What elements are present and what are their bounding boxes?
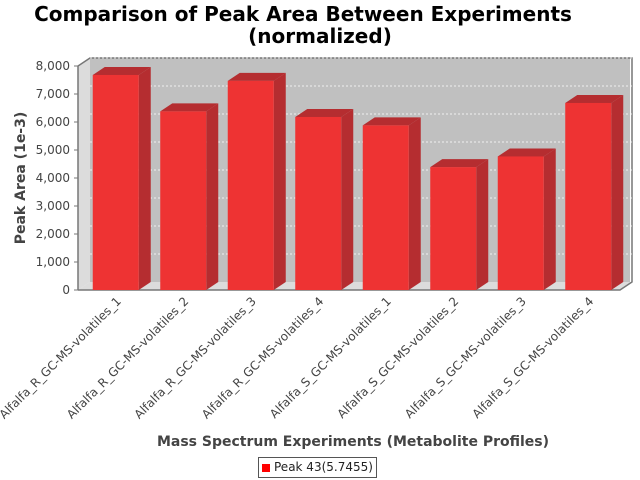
bar-top [497, 148, 556, 157]
bar [565, 102, 612, 291]
x-tick-label: Alfalfa_R_GC-MS-volatiles_4 [199, 294, 326, 421]
x-tick-label: Alfalfa_R_GC-MS-volatiles_2 [64, 294, 191, 421]
bar [92, 74, 139, 291]
y-tick-label: 5,000 [36, 143, 70, 157]
bar-side [476, 159, 489, 290]
y-tick-label: 3,000 [36, 199, 70, 213]
bar [497, 156, 544, 290]
left-wall [78, 58, 90, 290]
x-tick-label: Alfalfa_S_GC-MS-volatiles_3 [402, 294, 529, 421]
x-tick-label: Alfalfa_S_GC-MS-volatiles_2 [335, 294, 462, 421]
bar-side [611, 94, 624, 291]
y-tick-label: 6,000 [36, 115, 70, 129]
bar-side [408, 117, 421, 290]
bar-top [227, 72, 286, 81]
bar [295, 116, 342, 291]
bar-top [430, 159, 489, 168]
y-axis-label: Peak Area (1e-3) [13, 112, 29, 245]
x-tick-label: Alfalfa_S_GC-MS-volatiles_1 [267, 294, 394, 421]
bar-top [92, 66, 151, 75]
legend-label: Peak 43(5.7455) [274, 460, 373, 474]
y-tick-label: 2,000 [36, 227, 70, 241]
x-axis-label: Mass Spectrum Experiments (Metabolite Pr… [157, 434, 549, 450]
bar-top [565, 94, 624, 103]
y-tick-label: 0 [62, 283, 70, 297]
x-tick-label: Alfalfa_R_GC-MS-volatiles_3 [131, 294, 258, 421]
floor [78, 282, 632, 290]
bar [430, 167, 477, 290]
chart-subtitle: (normalized) [248, 24, 392, 48]
bar-top [295, 108, 354, 117]
bar-side [341, 108, 354, 291]
x-tick-label: Alfalfa_S_GC-MS-volatiles_4 [470, 294, 597, 421]
legend: Peak 43(5.7455) [258, 457, 377, 478]
y-tick-label: 8,000 [36, 59, 70, 73]
bar [227, 80, 274, 290]
x-tick-label: Alfalfa_R_GC-MS-volatiles_1 [0, 294, 124, 421]
chart-title: Comparison of Peak Area Between Experime… [34, 2, 572, 26]
bar-side [206, 103, 219, 290]
bar-side [543, 148, 556, 290]
bar-side [273, 72, 286, 290]
bar-top [160, 103, 219, 112]
y-tick-label: 1,000 [36, 255, 70, 269]
bar-side [138, 66, 151, 291]
bar [160, 111, 207, 290]
y-tick-label: 7,000 [36, 87, 70, 101]
y-tick-label: 4,000 [36, 171, 70, 185]
bar-top [362, 117, 421, 126]
legend-swatch [262, 463, 270, 472]
bar [362, 125, 409, 290]
